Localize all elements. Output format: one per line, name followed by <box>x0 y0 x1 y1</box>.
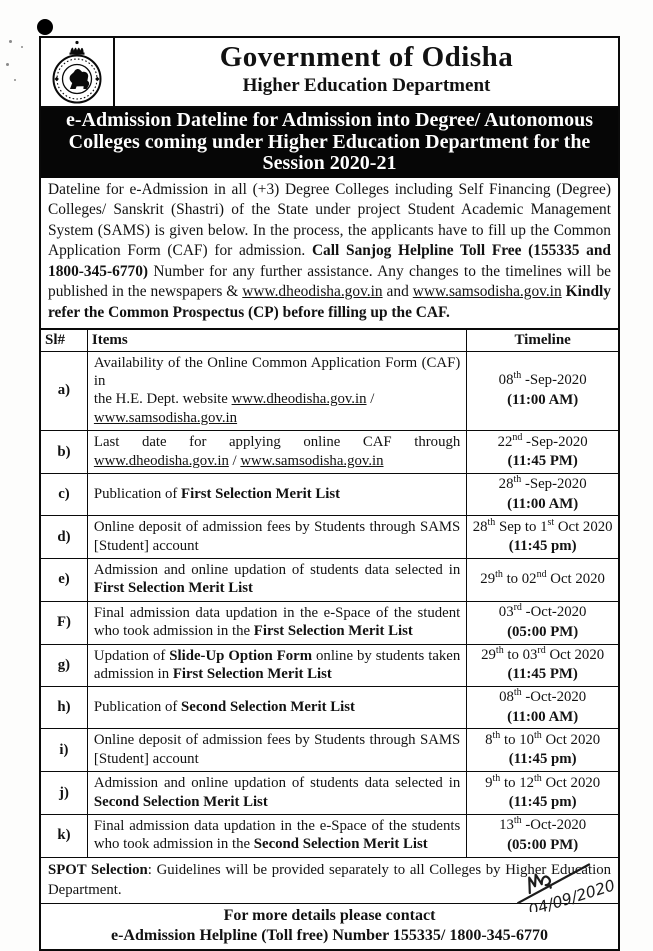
timeline-cell: 29th to 02nd Oct 2020 <box>466 557 619 602</box>
table-row: c) Publication of First Selection Merit L… <box>40 473 619 517</box>
dateline-table-body: a) Availability of the Online Common Appl… <box>40 350 619 858</box>
sl-cell: i) <box>40 728 88 773</box>
timeline-cell: 9th to 12th Oct 2020 (11:45 pm) <box>466 771 619 815</box>
table-row: e) Admission and online updation of stude… <box>40 557 619 602</box>
banner-line: Colleges coming under Higher Education D… <box>68 130 591 153</box>
item-cell: Admission and online updation of student… <box>86 771 468 815</box>
sl-cell: e) <box>40 557 88 602</box>
table-row: d) Online deposit of admission fees by St… <box>40 515 619 559</box>
timeline-cell: 03rd -Oct-2020 (05:00 PM) <box>466 600 619 645</box>
sl-cell: F) <box>40 600 88 645</box>
sl-cell: d) <box>40 515 88 559</box>
handwritten-signature: 04/09/2020 <box>498 848 653 920</box>
table-row: g) Updation of Slide-Up Option Form onlin… <box>40 643 619 688</box>
item-cell: Publication of Second Selection Merit Li… <box>86 686 468 730</box>
sl-cell: c) <box>40 473 88 517</box>
item-cell: Admission and online updation of student… <box>86 557 468 602</box>
item-cell: Online deposit of admission fees by Stud… <box>86 728 468 773</box>
col-header-timeline: Timeline <box>466 329 619 352</box>
item-cell: Publication of First Selection Merit Lis… <box>86 473 468 517</box>
scan-speck <box>14 79 16 81</box>
table-row: i) Online deposit of admission fees by St… <box>40 728 619 773</box>
table-row: b) Last date for applying online CAF thro… <box>40 430 619 475</box>
odisha-government-seal-icon <box>52 40 102 104</box>
notice-document: Government of Odisha Higher Education De… <box>39 36 620 951</box>
timeline-cell: 08th -Sep-2020 (11:00 AM) <box>466 350 619 432</box>
col-header-sl: Sl# <box>40 329 88 352</box>
timeline-cell: 28th -Sep-2020 (11:00 AM) <box>466 473 619 517</box>
table-row: F) Final admission data updation in the e… <box>40 600 619 645</box>
sl-cell: b) <box>40 430 88 475</box>
contact-line-1: For more details please contact <box>223 906 436 924</box>
dateline-table: Sl# Items Timeline a) Availability of the… <box>40 329 619 950</box>
timeline-cell: 28th Sep to 1st Oct 2020 (11:45 pm) <box>466 515 619 559</box>
sl-cell: k) <box>40 813 88 858</box>
banner-line: Session 2020-21 <box>262 152 397 174</box>
item-cell: Updation of Slide-Up Option Form online … <box>86 643 468 688</box>
timeline-cell: 22nd -Sep-2020 (11:45 PM) <box>466 430 619 475</box>
sl-cell: j) <box>40 771 88 815</box>
sl-cell: g) <box>40 643 88 688</box>
scan-speck <box>21 46 23 48</box>
banner-line: e-Admission Dateline for Admission into … <box>65 109 594 131</box>
spot-selection-row: SPOT Selection: Guidelines will be provi… <box>40 856 619 904</box>
item-cell: Final admission data updation in the e-S… <box>86 813 468 858</box>
item-cell: Final admission data updation in the e-S… <box>86 600 468 645</box>
timeline-cell: 8th to 10th Oct 2020 (11:45 pm) <box>466 728 619 773</box>
contact-line-2: e-Admission Helpline (Toll free) Number … <box>110 927 549 945</box>
col-header-items: Items <box>86 329 468 352</box>
spot-selection-note: SPOT Selection: Guidelines will be provi… <box>40 856 619 904</box>
sl-cell: a) <box>40 350 88 432</box>
scan-speck <box>6 63 9 66</box>
page-title: Government of Odisha <box>219 41 514 73</box>
intro-paragraph: Dateline for e-Admission in all (+3) Deg… <box>41 178 618 330</box>
timeline-cell: 08th -Oct-2020 (11:00 AM) <box>466 686 619 730</box>
title-block: Government of Odisha Higher Education De… <box>115 38 618 106</box>
table-row: h) Publication of Second Selection Merit … <box>40 686 619 730</box>
scan-speck <box>9 40 12 43</box>
punch-hole-dot <box>37 19 53 35</box>
emblem-cell <box>41 38 115 106</box>
timeline-cell: 29th to 03rd Oct 2020 (11:45 PM) <box>466 643 619 688</box>
table-row: j) Admission and online updation of stude… <box>40 771 619 815</box>
page-subtitle: Higher Education Department <box>242 75 491 96</box>
sl-cell: h) <box>40 686 88 730</box>
table-row: a) Availability of the Online Common Appl… <box>40 350 619 432</box>
item-cell: Last date for applying online CAF throug… <box>86 430 468 475</box>
document-header: Government of Odisha Higher Education De… <box>41 38 618 108</box>
item-cell: Online deposit of admission fees by Stud… <box>86 515 468 559</box>
table-header-row: Sl# Items Timeline <box>40 329 619 352</box>
item-cell: Availability of the Online Common Applic… <box>86 350 468 432</box>
notice-banner: e-Admission Dateline for Admission into … <box>41 108 618 178</box>
signature-scribble-icon <box>517 863 591 905</box>
